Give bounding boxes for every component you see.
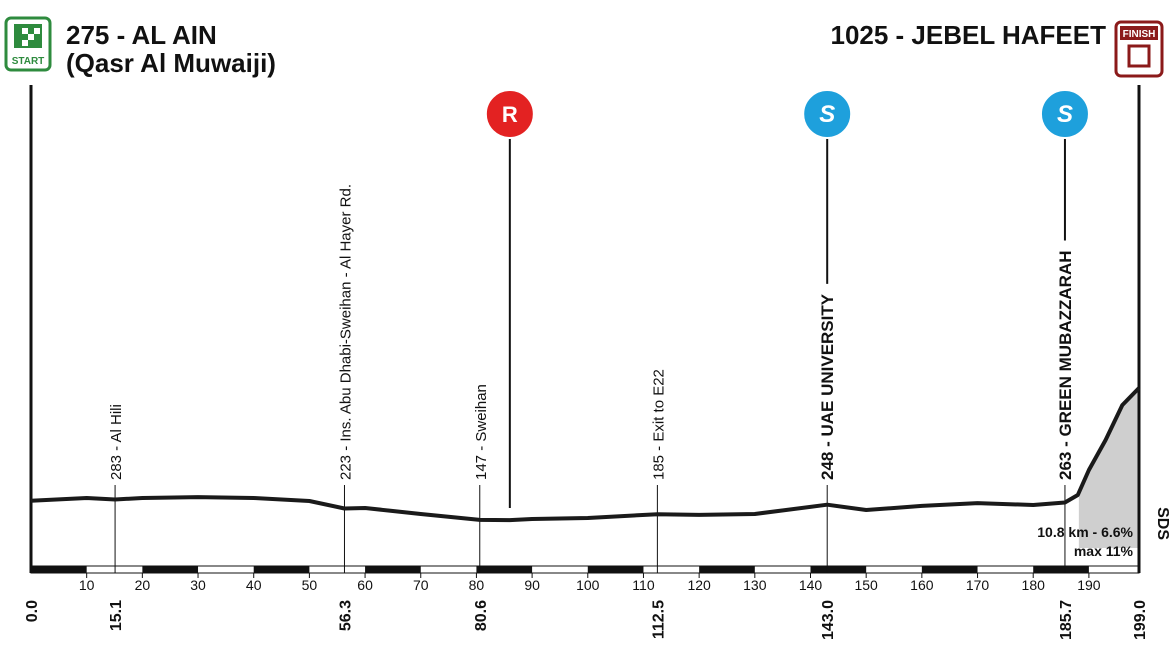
x-tick-label: 60 [357, 577, 373, 593]
start-label: 275 - AL AIN [66, 20, 217, 50]
x-tick-label: 150 [854, 577, 878, 593]
x-tick-label: 70 [413, 577, 429, 593]
x-tick-label: 20 [135, 577, 151, 593]
climb-label: 10.8 km - 6.6% [1037, 524, 1133, 540]
climb-max: max 11% [1074, 543, 1134, 559]
axis-bar-segment [699, 566, 755, 573]
x-tick-label: 160 [910, 577, 934, 593]
km-label: 112.5 [650, 600, 667, 639]
waypoint-label: 248 - UAE UNIVERSITY [818, 293, 837, 480]
finish-icon-label: FINISH [1123, 29, 1156, 40]
axis-bar-segment [365, 566, 421, 573]
sprint-icon-label: S [1057, 101, 1073, 128]
x-tick-label: 120 [687, 577, 711, 593]
axis-bar-segment [476, 566, 533, 573]
x-tick-label: 100 [576, 577, 600, 593]
axis-bar-segment [921, 566, 978, 573]
axis-bar-segment [810, 566, 867, 573]
sprint-icon-label: S [819, 101, 835, 128]
x-tick-label: 10 [79, 577, 95, 593]
km-label: 56.3 [337, 600, 354, 631]
axis-bar-segment [31, 566, 87, 573]
x-tick-label: 140 [799, 577, 823, 593]
km-label: 185.7 [1058, 600, 1075, 640]
km-label: 143.0 [820, 600, 837, 640]
start-icon: START [4, 16, 52, 72]
x-tick-label: 90 [524, 577, 540, 593]
km-label: 199.0 [1132, 600, 1149, 640]
waypoint-label: 283 - Al Hili [108, 404, 125, 480]
sprint-icon [1039, 89, 1090, 139]
sprint-icon [802, 89, 853, 139]
waypoint-label: 147 - Sweihan [473, 384, 490, 480]
waypoint-label: 185 - Exit to E22 [650, 369, 667, 480]
km-label: 15.1 [108, 600, 125, 631]
x-tick-label: 170 [966, 577, 990, 593]
feed-zone-icon [484, 89, 535, 139]
km-label: 80.6 [473, 600, 490, 631]
axis-bar-segment [1033, 566, 1089, 573]
logo: SDS [1154, 507, 1170, 540]
axis-bar-segment [142, 566, 199, 573]
climb-area [1078, 387, 1139, 548]
axis-bar-segment [587, 566, 644, 573]
x-tick-label: 80 [469, 577, 485, 593]
x-tick-label: 190 [1077, 577, 1101, 593]
x-tick-label: 130 [743, 577, 767, 593]
axis-bar-segment [253, 566, 310, 573]
x-tick-label: 30 [190, 577, 206, 593]
finish-label: 1025 - JEBEL HAFEET [830, 20, 1106, 50]
start-icon-label: START [12, 56, 45, 67]
waypoint-label: 263 - GREEN MUBAZZARAH [1056, 250, 1075, 480]
finish-icon: FINISH [1114, 20, 1164, 78]
feed-zone-label: R [502, 102, 518, 127]
profile-line [30, 386, 1141, 523]
x-tick-label: 50 [302, 577, 318, 593]
x-tick-label: 180 [1022, 577, 1046, 593]
km-label: 0.0 [24, 600, 41, 622]
start-sublabel: (Qasr Al Muwaiji) [66, 48, 276, 78]
waypoint-label: 223 - Ins. Abu Dhabi-Sweihan - Al Hayer … [337, 184, 354, 480]
x-tick-label: 40 [246, 577, 262, 593]
x-tick-label: 110 [632, 577, 655, 593]
